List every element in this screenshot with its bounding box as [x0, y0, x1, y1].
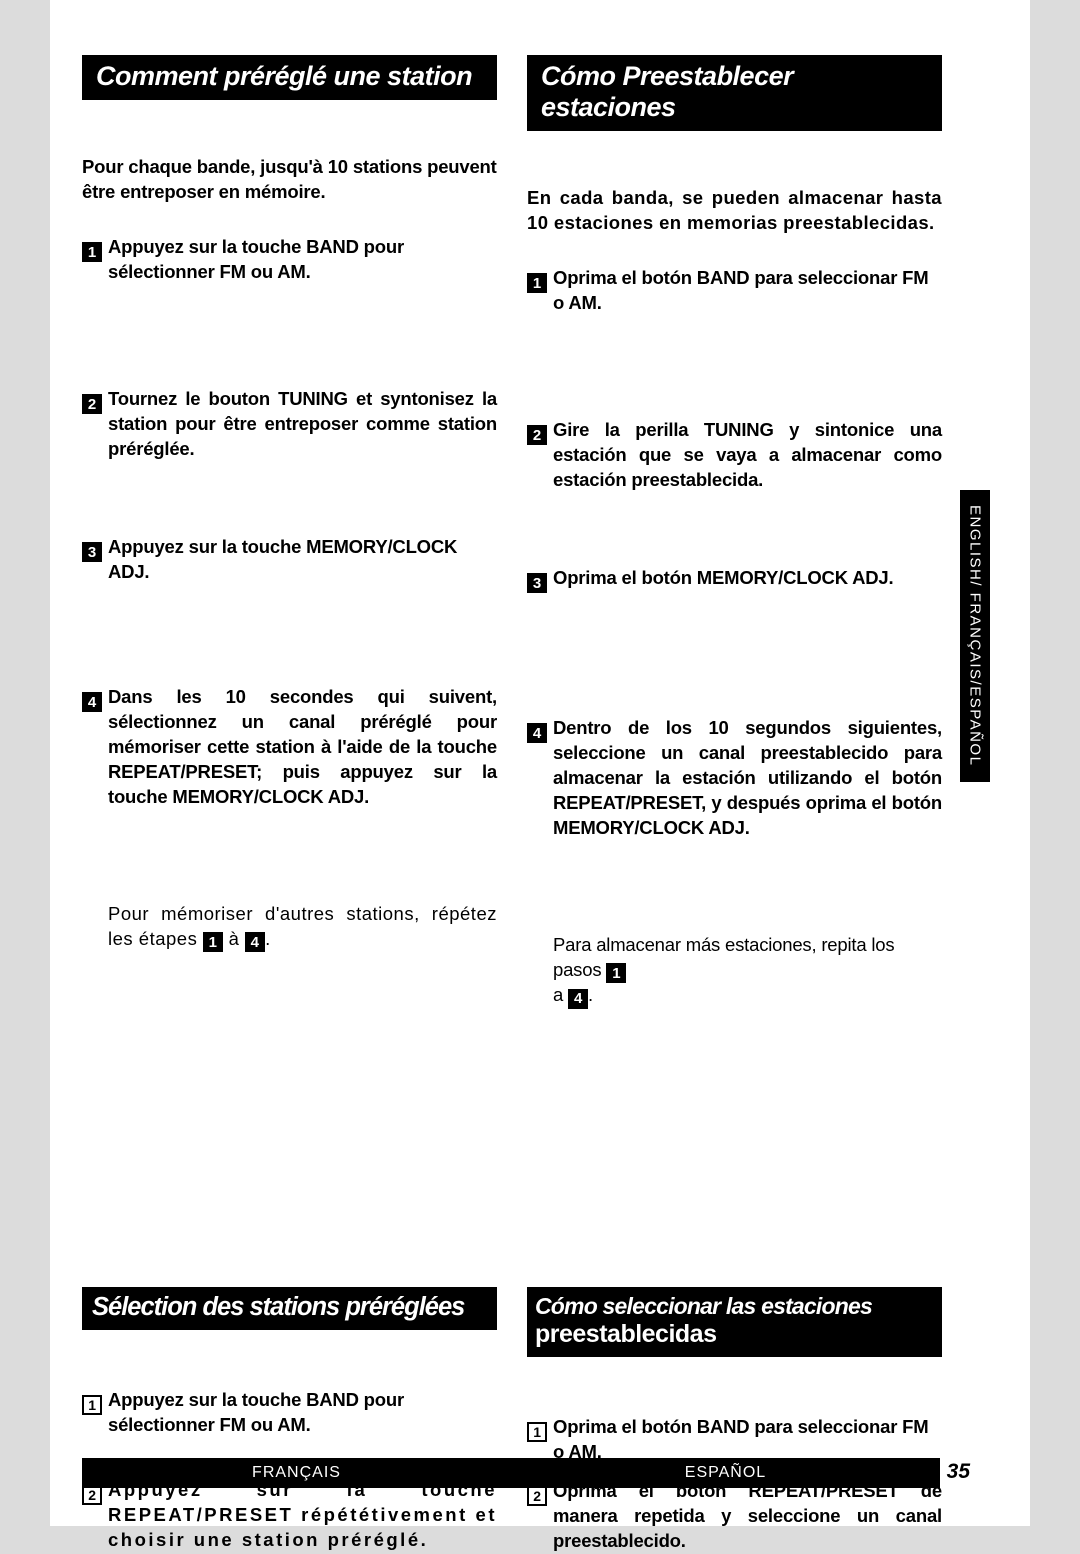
step-text: Dentro de los 10 segundos siguientes, se…: [553, 716, 942, 841]
intro-fr: Pour chaque bande, jusqu'à 10 stations p…: [82, 155, 497, 205]
section-preset-stations: Comment préréglé une station Pour chaque…: [82, 55, 942, 1009]
step-marker-solid-3: 3: [527, 573, 547, 593]
intro-es: En cada banda, se pueden almacenar hasta…: [527, 186, 942, 236]
note-es: Para almacenar más estaciones, repita lo…: [553, 933, 942, 1009]
step-marker-solid-3: 3: [82, 542, 102, 562]
step-text: Oprima el botón BAND para seleccionar FM…: [553, 266, 942, 316]
step-fr-1: 1 Appuyez sur la touche BAND pour sélect…: [82, 235, 497, 387]
column-spanish: Cómo Preestablecer estaciones En cada ba…: [527, 55, 942, 1009]
step-marker-solid-2: 2: [82, 394, 102, 414]
inline-marker-4: 4: [245, 932, 265, 952]
step-es-1: 1 Oprima el botón BAND para seleccionar …: [527, 266, 942, 418]
footer-spanish-label: ESPAÑOL: [511, 1464, 940, 1482]
step2-es-2: 2 Oprima el botón REPEAT/PRESET de maner…: [527, 1479, 942, 1554]
step-marker-outline-2: 2: [527, 1486, 547, 1506]
step-marker-outline-1: 1: [527, 1422, 547, 1442]
inline-marker-1: 1: [203, 932, 223, 952]
note-fr: Pour mémoriser d'autres stations, répéte…: [108, 902, 497, 952]
heading-es-select: Cómo seleccionar las estaciones preestab…: [527, 1287, 942, 1357]
note-text-a: Pour mémoriser d'autres stations, répéte…: [108, 903, 497, 949]
section-select-presets: Sélection des stations préréglées 1 Appu…: [82, 1287, 942, 1554]
footer-french-label: FRANÇAIS: [82, 1464, 511, 1482]
manual-page: Comment préréglé une station Pour chaque…: [50, 0, 1030, 1526]
step-text: Appuyez sur la touche MEMORY/CLOCK ADJ.: [108, 535, 497, 585]
page-number: 35: [947, 1460, 970, 1484]
step-text: Oprima el botón MEMORY/CLOCK ADJ.: [553, 566, 942, 591]
heading-es-preset: Cómo Preestablecer estaciones: [527, 55, 942, 131]
column-french: Comment préréglé une station Pour chaque…: [82, 55, 497, 1009]
step-text: Appuyez sur la touche BAND pour sélectio…: [108, 235, 497, 285]
step-fr-4: 4 Dans les 10 secondes qui suivent, séle…: [82, 685, 497, 810]
step-text: Dans les 10 secondes qui suivent, sélect…: [108, 685, 497, 810]
note-text-b: à: [223, 928, 245, 949]
step-text: Tournez le bouton TUNING et syntonisez l…: [108, 387, 497, 462]
heading-es-select-a: Cómo seleccionar las estaciones: [535, 1293, 872, 1319]
step-marker-solid-4: 4: [82, 692, 102, 712]
step-text: Appuyez sur la touche BAND pour sélectio…: [108, 1388, 497, 1438]
step-es-3: 3 Oprima el botón MEMORY/CLOCK ADJ.: [527, 566, 942, 716]
step-es-4: 4 Dentro de los 10 segundos siguientes, …: [527, 716, 942, 841]
note-text-c: .: [588, 984, 593, 1005]
inline-marker-1: 1: [606, 963, 626, 983]
side-language-tab: ENGLISH/ FRANÇAIS/ESPAÑOL: [960, 490, 990, 782]
step-text: Appuyez sur la touche REPEAT/PRESET répé…: [108, 1478, 497, 1553]
column-french-2: Sélection des stations préréglées 1 Appu…: [82, 1287, 497, 1554]
column-spanish-2: Cómo seleccionar las estaciones preestab…: [527, 1287, 942, 1554]
step-text: Oprima el botón REPEAT/PRESET de manera …: [553, 1479, 942, 1554]
step-marker-solid-1: 1: [82, 242, 102, 262]
heading-fr-select: Sélection des stations préréglées: [82, 1287, 497, 1330]
inline-marker-4: 4: [568, 989, 588, 1009]
step2-fr-2: 2 Appuyez sur la touche REPEAT/PRESET ré…: [82, 1478, 497, 1553]
step-text: Gire la perilla TUNING y sintonice una e…: [553, 418, 942, 493]
step-es-2: 2 Gire la perilla TUNING y sintonice una…: [527, 418, 942, 566]
content-area: Comment préréglé une station Pour chaque…: [82, 55, 942, 1484]
step-marker-solid-1: 1: [527, 273, 547, 293]
note-text-c: .: [265, 928, 271, 949]
step-fr-2: 2 Tournez le bouton TUNING et syntonisez…: [82, 387, 497, 535]
step-marker-solid-2: 2: [527, 425, 547, 445]
note-text-a: Para almacenar más estaciones, repita lo…: [553, 934, 894, 980]
footer-language-bar: FRANÇAIS ESPAÑOL: [82, 1458, 940, 1488]
heading-fr-preset: Comment préréglé une station: [82, 55, 497, 100]
note-text-b: a: [553, 984, 568, 1005]
heading-es-select-b: preestablecidas: [535, 1320, 717, 1348]
step-fr-3: 3 Appuyez sur la touche MEMORY/CLOCK ADJ…: [82, 535, 497, 685]
step-marker-solid-4: 4: [527, 723, 547, 743]
step-marker-outline-1: 1: [82, 1395, 102, 1415]
